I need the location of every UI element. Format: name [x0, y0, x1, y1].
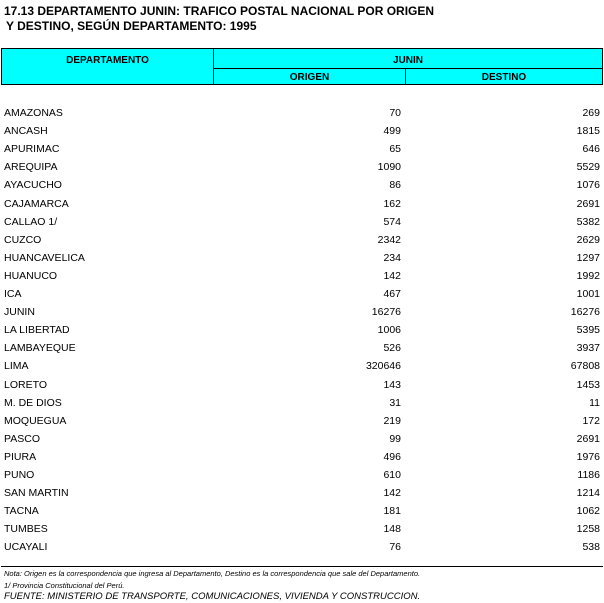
destination-cell: 1297: [576, 251, 600, 264]
department-cell: JUNIN: [4, 306, 35, 319]
department-cell: CAJAMARCA: [4, 197, 69, 210]
department-cell: ANCASH: [4, 125, 48, 138]
origin-cell: 16276: [371, 306, 401, 319]
department-cell: UCAYALI: [4, 541, 48, 554]
origin-cell: 320646: [365, 360, 401, 373]
origin-cell: 574: [383, 215, 401, 228]
destination-cell: 2691: [576, 432, 600, 445]
destination-cell: 646: [582, 143, 600, 156]
title-line: Y DESTINO, SEGÚN DEPARTAMENTO: 1995: [6, 19, 257, 33]
destination-cell: 2629: [576, 233, 600, 246]
destination-cell: 2691: [576, 197, 600, 210]
origin-cell: 499: [383, 125, 401, 138]
destination-cell: 538: [582, 541, 600, 554]
origin-cell: 181: [383, 505, 401, 518]
department-cell: TUMBES: [4, 523, 48, 536]
department-cell: MOQUEGUA: [4, 414, 67, 427]
origin-cell: 86: [389, 179, 401, 192]
department-cell: LIMA: [4, 360, 29, 373]
department-cell: LORETO: [4, 378, 47, 391]
department-cell: TACNA: [4, 505, 39, 518]
destination-cell: 1453: [576, 378, 600, 391]
origin-cell: 526: [383, 342, 401, 355]
header-group: JUNIN: [213, 48, 603, 69]
department-cell: CALLAO 1/: [4, 215, 58, 228]
note: 1/ Provincia Constitucional del Perú.: [4, 581, 125, 590]
department-cell: M. DE DIOS: [4, 396, 62, 409]
destination-cell: 1815: [576, 125, 600, 138]
destination-cell: 67808: [570, 360, 600, 373]
department-cell: HUANUCO: [4, 269, 58, 282]
department-cell: LA LIBERTAD: [4, 324, 70, 337]
department-cell: AMAZONAS: [4, 107, 63, 119]
destination-cell: 1076: [576, 179, 600, 192]
department-cell: LAMBAYEQUE: [4, 342, 76, 355]
origin-cell: 496: [383, 450, 401, 463]
origin-cell: 65: [389, 143, 401, 156]
department-cell: APURIMAC: [4, 143, 60, 156]
header-department: DEPARTAMENTO: [1, 48, 214, 85]
origin-cell: 2342: [377, 233, 401, 246]
destination-cell: 3937: [576, 342, 600, 355]
origin-cell: 234: [383, 251, 401, 264]
department-cell: CUZCO: [4, 233, 42, 246]
header-destination: DESTINO: [405, 68, 603, 85]
destination-cell: 1976: [576, 450, 600, 463]
destination-cell: 5382: [576, 215, 600, 228]
rule: [1, 566, 603, 567]
destination-cell: 1001: [576, 288, 600, 300]
origin-cell: 162: [383, 197, 401, 210]
department-cell: SAN MARTIN: [4, 487, 69, 500]
origin-cell: 70: [389, 107, 401, 119]
department-cell: HUANCAVELICA: [4, 251, 85, 264]
destination-cell: 1062: [576, 505, 600, 518]
destination-cell: 16276: [570, 306, 600, 319]
destination-cell: 1992: [576, 269, 600, 282]
destination-cell: 1258: [576, 523, 600, 536]
origin-cell: 148: [383, 523, 401, 536]
origin-cell: 219: [383, 414, 401, 427]
origin-cell: 31: [389, 396, 401, 409]
department-cell: ICA: [4, 288, 22, 300]
origin-cell: 142: [383, 487, 401, 500]
department-cell: PIURA: [4, 450, 37, 463]
note: Nota: Origen es la correspondencia que i…: [4, 569, 421, 578]
destination-cell: 1186: [577, 469, 600, 481]
source: FUENTE: MINISTERIO DE TRANSPORTE, COMUNI…: [4, 591, 421, 602]
origin-cell: 610: [383, 469, 401, 481]
destination-cell: 5529: [576, 161, 600, 174]
title-line: 17.13 DEPARTAMENTO JUNIN: TRAFICO POSTAL…: [4, 4, 435, 18]
origin-cell: 1090: [377, 161, 401, 174]
destination-cell: 5395: [576, 324, 600, 337]
origin-cell: 1006: [377, 324, 401, 337]
origin-cell: 142: [383, 269, 401, 282]
department-cell: PUNO: [4, 469, 35, 481]
destination-cell: 11: [589, 396, 600, 409]
origin-cell: 76: [389, 541, 401, 554]
destination-cell: 269: [582, 107, 600, 119]
department-cell: AREQUIPA: [4, 161, 58, 174]
destination-cell: 1214: [576, 487, 600, 500]
origin-cell: 99: [389, 432, 401, 445]
department-cell: AYACUCHO: [4, 179, 62, 192]
origin-cell: 467: [383, 288, 401, 300]
department-cell: PASCO: [4, 432, 40, 445]
origin-cell: 143: [383, 378, 401, 391]
destination-cell: 172: [582, 414, 600, 427]
header-origin: ORIGEN: [213, 68, 406, 85]
